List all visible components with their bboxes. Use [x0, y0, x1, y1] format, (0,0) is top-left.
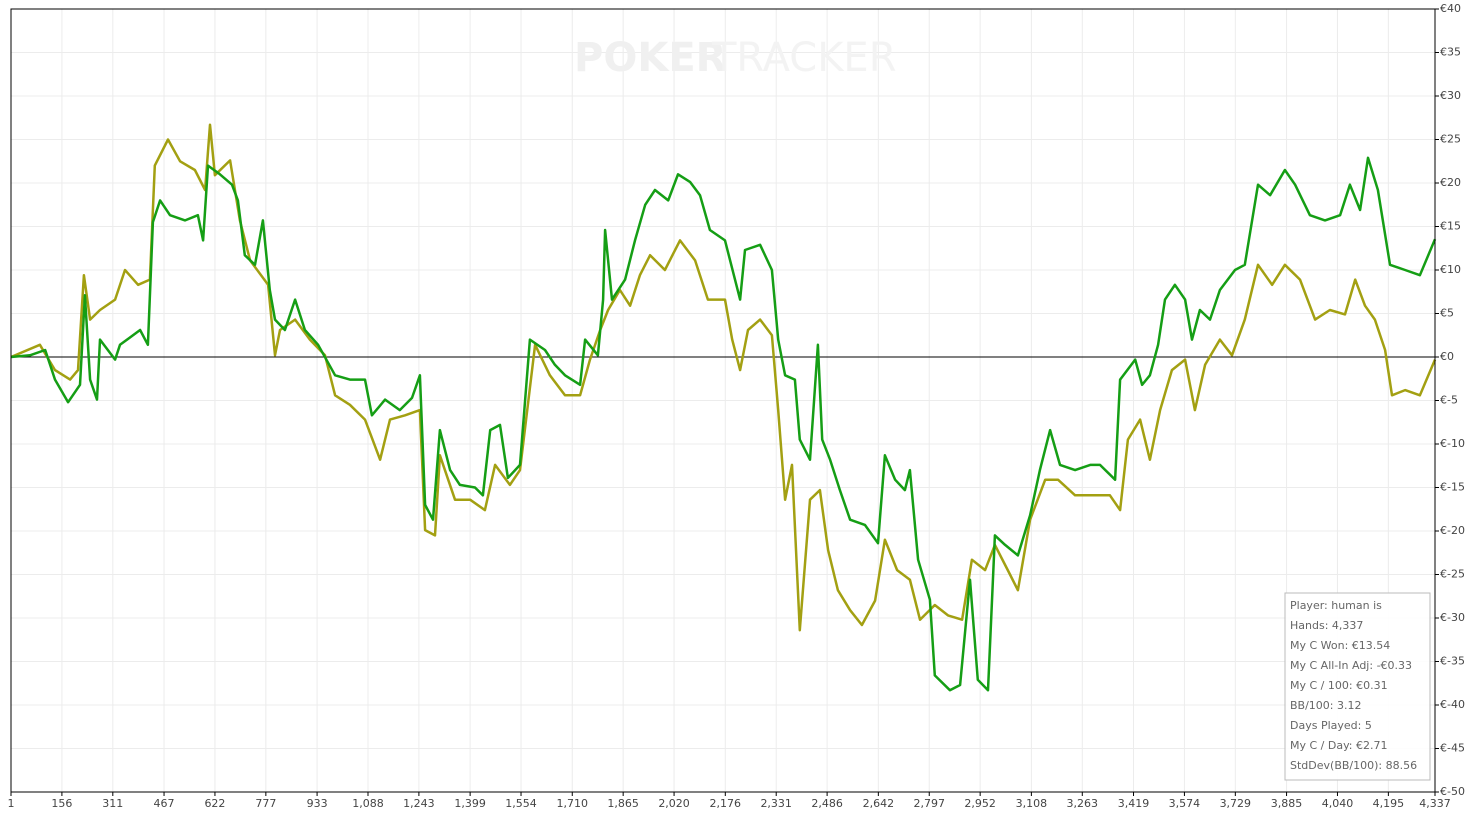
y-tick-label: €40	[1440, 2, 1461, 15]
x-tick-label: 4,195	[1373, 797, 1405, 810]
y-tick-label: €-50	[1440, 785, 1465, 798]
x-tick-label: 4,040	[1322, 797, 1354, 810]
labels: 1 156 311 467 622 777 933 1,088 1,243 1,399 1,554 1…	[8, 2, 1465, 810]
x-tick-label: 1,399	[454, 797, 486, 810]
info-line: My C / Day: €2.71	[1290, 739, 1388, 752]
info-line: Player: human is	[1290, 599, 1382, 612]
info-line: Days Played: 5	[1290, 719, 1372, 732]
y-tick-label: €15	[1440, 220, 1461, 233]
x-tick-label: 2,486	[811, 797, 843, 810]
x-tick-label: 3,729	[1220, 797, 1252, 810]
x-tick-label: 777	[255, 797, 276, 810]
x-tick-label: 1,243	[403, 797, 435, 810]
y-tick-label: €-40	[1440, 698, 1465, 711]
x-tick-label: 3,108	[1016, 797, 1048, 810]
x-tick-label: 3,885	[1271, 797, 1303, 810]
info-box: Player: human is Hands: 4,337 My C Won: €1…	[1284, 592, 1431, 781]
x-tick-label: 1	[8, 797, 15, 810]
y-tick-label: €0	[1440, 350, 1454, 363]
x-tick-label: 3,574	[1169, 797, 1201, 810]
y-tick-label: €-20	[1440, 524, 1465, 537]
x-tick-label: 467	[154, 797, 175, 810]
info-box-frame	[1284, 592, 1431, 781]
x-tick-label: 311	[102, 797, 123, 810]
x-tick-label: 2,176	[710, 797, 742, 810]
series-line	[10, 156, 1437, 692]
info-line: Hands: 4,337	[1290, 619, 1363, 632]
info-line: My C All-In Adj: -€0.33	[1290, 659, 1412, 672]
x-tick-label: 3,263	[1067, 797, 1099, 810]
y-tick-label: €-45	[1440, 742, 1465, 755]
x-tick-label: 2,642	[863, 797, 895, 810]
x-tick-label: 2,020	[658, 797, 690, 810]
info-line: BB/100: 3.12	[1290, 699, 1362, 712]
lines	[10, 123, 1437, 692]
y-tick-label: €10	[1440, 263, 1461, 276]
x-tick-label: 1,088	[352, 797, 384, 810]
y-tick-label: €30	[1440, 89, 1461, 102]
watermark: POKER	[574, 35, 726, 81]
y-tick-label: €-25	[1440, 568, 1465, 581]
x-tick-label: 2,952	[964, 797, 996, 810]
x-tick-label: 2,331	[760, 797, 792, 810]
info-line: My C / 100: €0.31	[1290, 679, 1388, 692]
y-tick-label: €-5	[1440, 394, 1458, 407]
watermark: TRACKER	[711, 35, 897, 81]
x-tick-label: 622	[204, 797, 225, 810]
x-tick-label: 3,419	[1118, 797, 1150, 810]
info-line: My C Won: €13.54	[1290, 639, 1390, 652]
info-line: StdDev(BB/100): 88.56	[1290, 759, 1417, 772]
y-tick-label: €-35	[1440, 655, 1465, 668]
y-tick-label: €5	[1440, 307, 1454, 320]
x-tick-label: 1,554	[505, 797, 537, 810]
y-tick-label: €35	[1440, 46, 1461, 59]
y-tick-label: €25	[1440, 133, 1461, 146]
x-tick-label: 4,337	[1419, 797, 1451, 810]
x-tick-label: 1,710	[557, 797, 589, 810]
x-tick-label: 1,865	[607, 797, 639, 810]
y-tick-label: €-15	[1440, 481, 1465, 494]
x-tick-label: 933	[307, 797, 328, 810]
y-tick-label: €20	[1440, 176, 1461, 189]
y-tick-label: €-10	[1440, 437, 1465, 450]
x-tick-label: 2,797	[913, 797, 945, 810]
x-tick-label: 156	[51, 797, 72, 810]
y-tick-label: €-30	[1440, 611, 1465, 624]
